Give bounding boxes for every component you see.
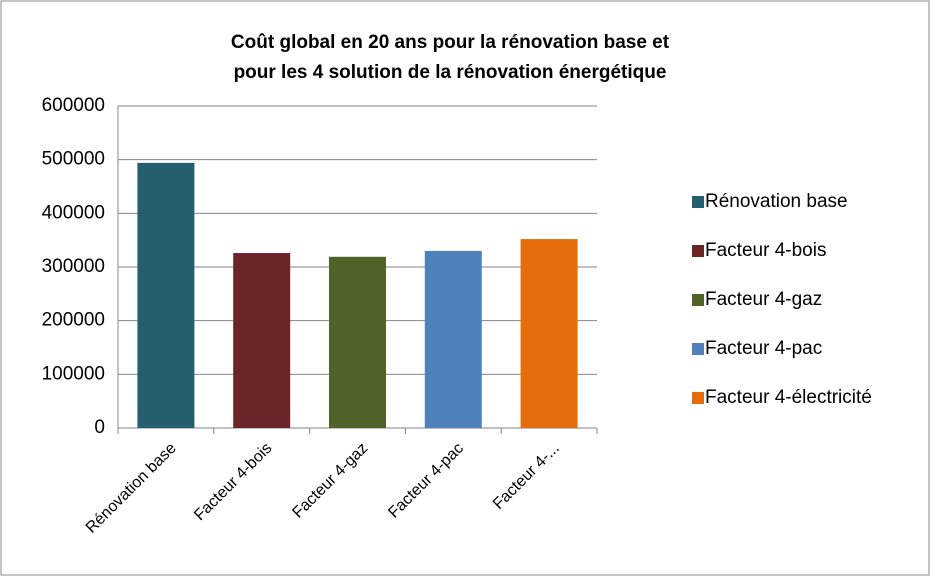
legend-swatch [692,343,704,355]
legend-swatch [692,294,704,306]
y-tick-label: 500000 [42,149,105,170]
y-tick-label: 100000 [42,363,105,384]
y-tick-label: 200000 [42,310,105,331]
legend-label: Rénovation base [705,191,848,212]
bar [233,253,291,428]
bar [424,250,482,428]
bar [329,256,386,428]
legend-label: Facteur 4-pac [705,338,822,359]
legend-swatch [692,392,704,404]
bar [137,162,195,429]
y-tick-label: 600000 [42,95,105,116]
legend-label: Facteur 4-électricité [705,387,872,408]
chart-title: Coût global en 20 ans pour la rénovation… [231,32,670,53]
legend-label: Facteur 4-gaz [705,289,822,310]
bar [520,239,578,428]
legend-label: Facteur 4-bois [705,240,826,261]
y-tick-label: 300000 [42,256,105,277]
legend-swatch [692,196,704,208]
y-tick-label: 0 [94,417,105,438]
legend-swatch [692,245,704,257]
chart-title: pour les 4 solution de la rénovation éne… [234,62,667,83]
y-tick-label: 400000 [42,202,105,223]
